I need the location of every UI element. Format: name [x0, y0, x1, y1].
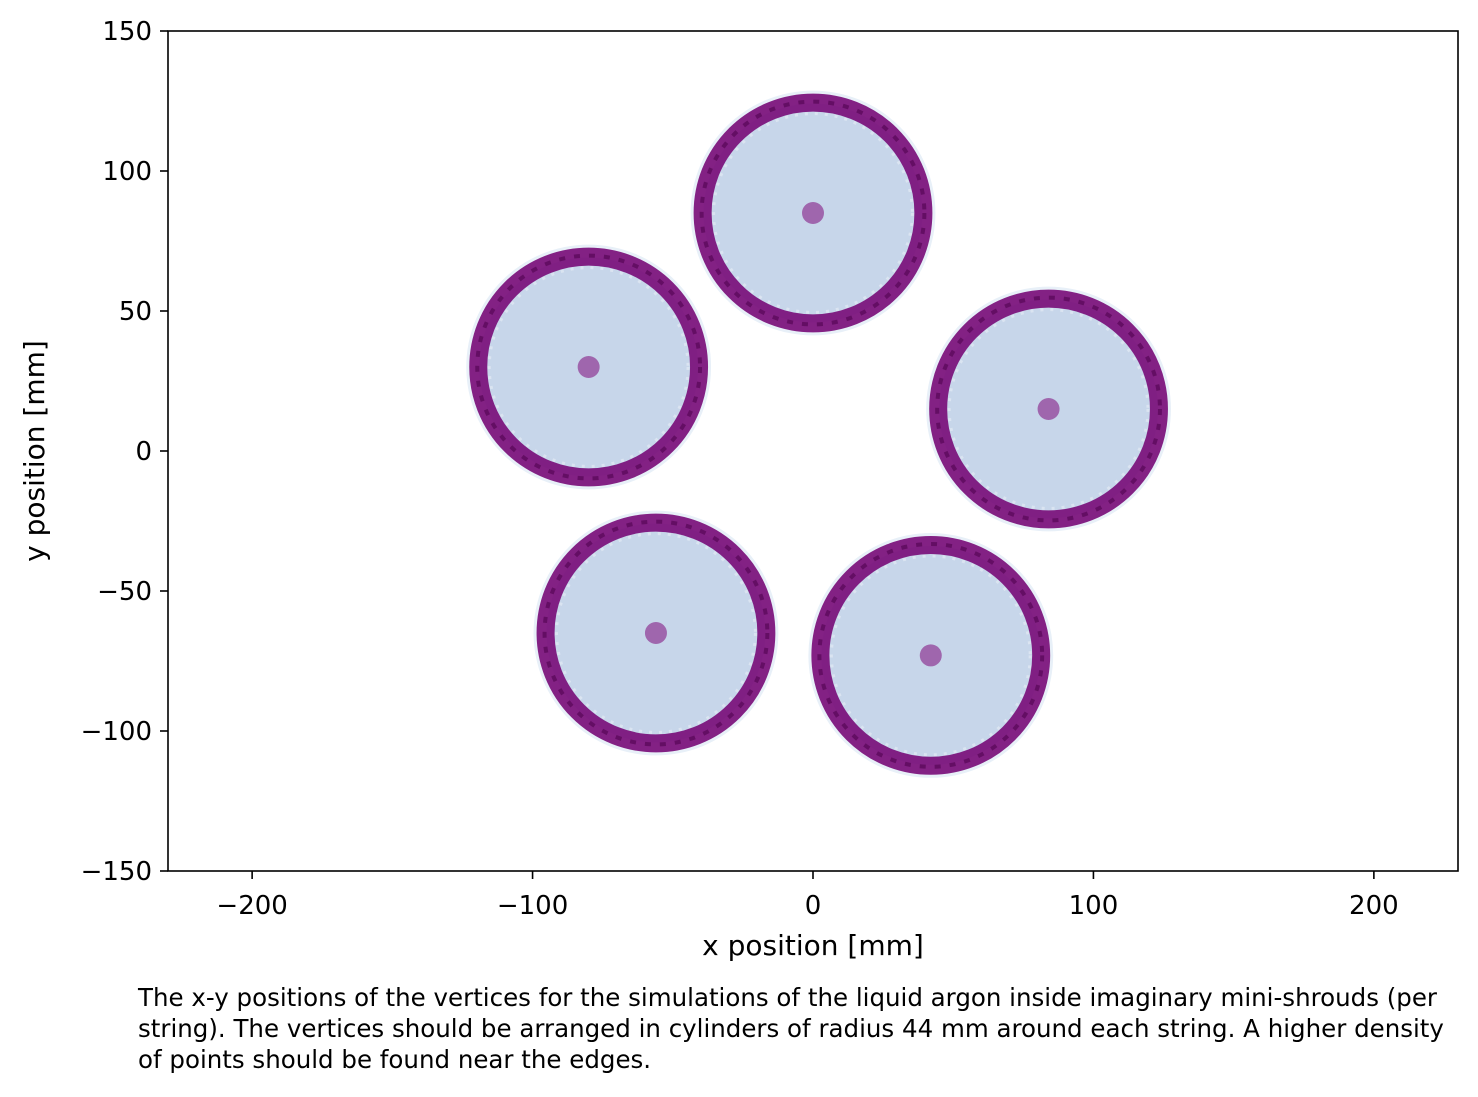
x-tick-label: 0 — [805, 891, 822, 921]
cluster-inner-texture — [487, 266, 690, 468]
y-tick-label: 100 — [102, 157, 152, 187]
cluster-ring-texture — [699, 99, 927, 327]
cluster-core — [919, 644, 942, 667]
cluster-core — [644, 622, 667, 644]
x-tick-label: 100 — [1069, 891, 1119, 921]
x-axis-label: x position [mm] — [702, 929, 924, 962]
cluster-2 — [466, 244, 712, 490]
cluster-inner-texture — [947, 308, 1150, 510]
chart: −200 −100 0 100 200 −150 −100 −50 0 50 100 150 x p… — [18, 17, 1459, 962]
y-axis-label: y position [mm] — [18, 340, 51, 562]
cluster-ring-texture — [817, 542, 1045, 769]
y-tick-label: −150 — [81, 857, 152, 887]
cluster-5 — [808, 533, 1054, 778]
cluster-ring-texture — [475, 253, 703, 481]
cluster-core — [577, 356, 600, 378]
x-tick-label: 200 — [1349, 891, 1399, 921]
x-tick-label: −200 — [216, 891, 287, 921]
y-tick-label: −50 — [97, 577, 152, 607]
figure-caption: The x-y positions of the vertices for th… — [138, 983, 1444, 1074]
heatmap-clusters — [466, 90, 1171, 778]
cluster-core — [1037, 398, 1060, 420]
cluster-ring-texture — [542, 519, 770, 747]
cluster-ring-texture — [935, 295, 1162, 523]
cluster-inner-texture — [829, 554, 1032, 757]
x-axis-ticks: −200 −100 0 100 200 — [216, 871, 1399, 921]
cluster-3 — [926, 286, 1171, 532]
y-tick-label: 150 — [102, 17, 152, 47]
x-tick-label: −100 — [497, 891, 568, 921]
cluster-inner-texture — [555, 532, 757, 734]
y-tick-label: 0 — [135, 437, 152, 467]
y-axis-ticks: −150 −100 −50 0 50 100 150 — [81, 17, 168, 887]
cluster-4 — [533, 510, 779, 756]
cluster-inner-texture — [712, 112, 914, 314]
y-tick-label: 50 — [119, 297, 152, 327]
y-tick-label: −100 — [81, 717, 152, 747]
cluster-core — [802, 202, 824, 224]
cluster-1 — [690, 90, 936, 336]
